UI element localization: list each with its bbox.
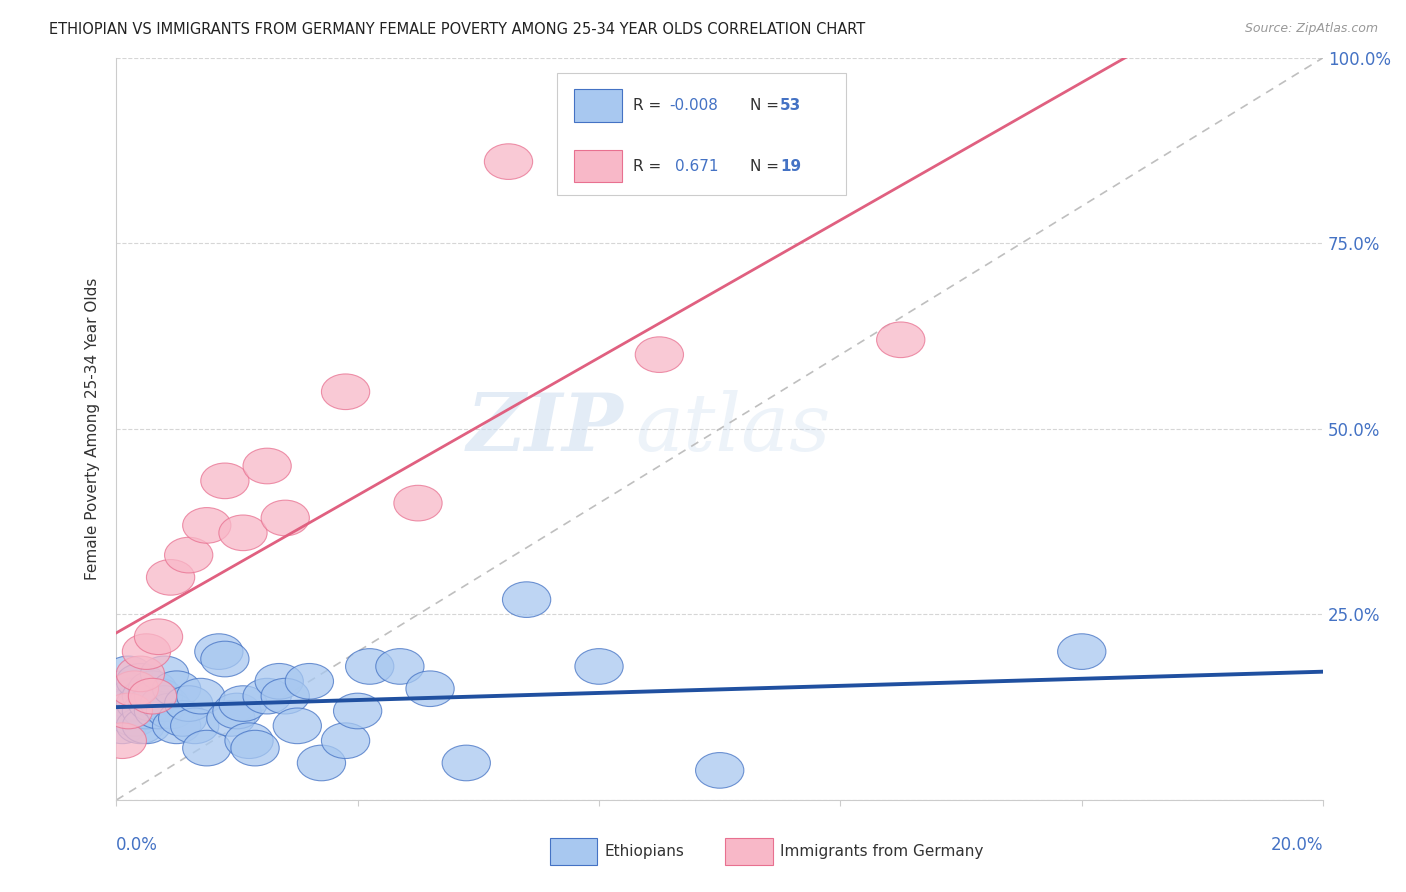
Text: N =: N = — [749, 98, 783, 112]
Text: N =: N = — [749, 159, 783, 174]
FancyBboxPatch shape — [557, 72, 846, 195]
Text: Immigrants from Germany: Immigrants from Germany — [780, 845, 984, 859]
Text: Ethiopians: Ethiopians — [605, 845, 685, 859]
Text: ETHIOPIAN VS IMMIGRANTS FROM GERMANY FEMALE POVERTY AMONG 25-34 YEAR OLDS CORREL: ETHIOPIAN VS IMMIGRANTS FROM GERMANY FEM… — [49, 22, 866, 37]
FancyBboxPatch shape — [574, 89, 621, 121]
Text: ZIP: ZIP — [467, 390, 623, 467]
Text: R =: R = — [633, 159, 666, 174]
Text: 53: 53 — [780, 98, 801, 112]
Text: R =: R = — [633, 98, 666, 112]
Text: Source: ZipAtlas.com: Source: ZipAtlas.com — [1244, 22, 1378, 36]
Text: 0.671: 0.671 — [675, 159, 718, 174]
Text: 20.0%: 20.0% — [1271, 836, 1323, 854]
Text: 19: 19 — [780, 159, 801, 174]
Text: -0.008: -0.008 — [669, 98, 718, 112]
Y-axis label: Female Poverty Among 25-34 Year Olds: Female Poverty Among 25-34 Year Olds — [86, 277, 100, 580]
FancyBboxPatch shape — [574, 150, 621, 182]
Text: 0.0%: 0.0% — [117, 836, 157, 854]
Text: atlas: atlas — [636, 390, 831, 467]
